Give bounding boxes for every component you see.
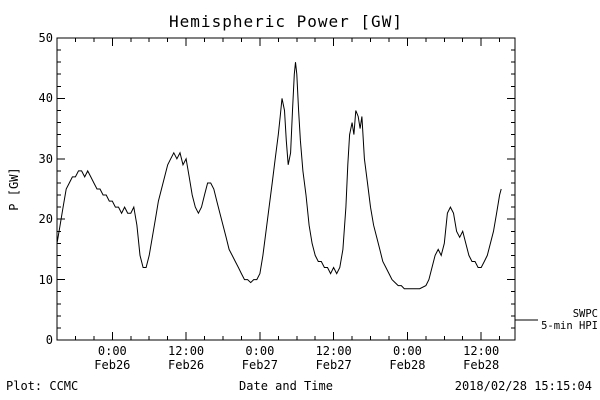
x-tick-label: 0:00 Feb27 <box>225 344 295 372</box>
legend: SWPC 5-min HPI <box>540 308 598 332</box>
legend-line-2: 5-min HPI <box>541 319 598 332</box>
x-tick-time: 12:00 <box>315 344 352 358</box>
y-tick-label: 20 <box>38 212 53 227</box>
x-tick-date: Feb26 <box>168 358 205 372</box>
x-tick-date: Feb27 <box>315 358 352 372</box>
x-tick-time: 0:00 <box>392 344 422 358</box>
legend-line-1: SWPC <box>572 308 598 320</box>
x-tick-label: 12:00 Feb27 <box>299 344 369 372</box>
y-tick-label: 30 <box>38 151 53 166</box>
y-axis-label: P [GW] <box>7 167 21 211</box>
x-tick-date: Feb28 <box>389 358 426 372</box>
axes-frame <box>56 37 516 341</box>
plot-source-label: Plot: CCMC <box>6 379 79 393</box>
x-tick-date: Feb26 <box>94 358 131 372</box>
x-tick-time: 12:00 <box>168 344 205 358</box>
x-tick-label: 0:00 Feb28 <box>372 344 442 372</box>
chart-title: Hemispheric Power [GW] <box>169 12 403 31</box>
hpi-series-line <box>56 62 502 290</box>
x-tick-label: 0:00 Feb26 <box>77 344 147 372</box>
x-tick-label: 12:00 Feb28 <box>446 344 516 372</box>
x-tick-time: 0:00 <box>245 344 275 358</box>
x-axis-label: Date and Time <box>239 379 333 393</box>
y-tick-label: 0 <box>45 333 53 347</box>
x-tick-time: 0:00 <box>97 344 127 358</box>
y-tick-label: 10 <box>38 272 53 287</box>
y-tick-label: 50 <box>38 31 53 45</box>
y-tick-label: 40 <box>38 91 53 106</box>
x-tick-label: 12:00 Feb26 <box>151 344 221 372</box>
x-tick-date: Feb28 <box>463 358 500 372</box>
plot-timestamp: 2018/02/28 15:15:04 <box>454 379 592 393</box>
x-tick-time: 12:00 <box>463 344 500 358</box>
x-tick-date: Feb27 <box>241 358 278 372</box>
